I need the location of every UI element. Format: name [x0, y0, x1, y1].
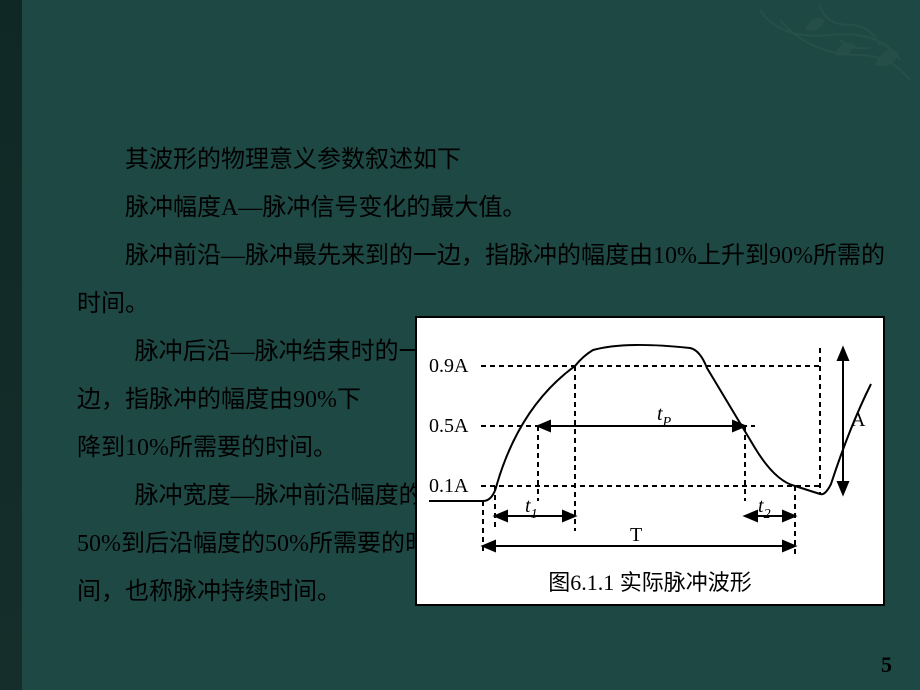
paragraph-rise: 脉冲前沿—脉冲最先来到的一边，指脉冲的幅度由10%上升到90%所需的时间。: [77, 232, 890, 328]
pulse-svg: 0.9A 0.5A 0.1A tP t1 t2 T A: [425, 326, 875, 561]
sidebar-stripe: [0, 0, 22, 690]
paragraph-intro: 其波形的物理意义参数叙述如下: [77, 136, 890, 184]
paragraph-amplitude: 脉冲幅度A—脉冲信号变化的最大值。: [77, 184, 890, 232]
label-t2: t2: [758, 495, 771, 522]
label-A: A: [851, 409, 866, 431]
label-t1: t1: [525, 495, 538, 522]
label-T: T: [630, 524, 642, 546]
slide: 其波形的物理意义参数叙述如下 脉冲幅度A—脉冲信号变化的最大值。 脉冲前沿—脉冲…: [0, 0, 920, 690]
page-number: 5: [881, 652, 892, 678]
ylabel-01a: 0.1A: [429, 475, 469, 497]
main-area: 其波形的物理意义参数叙述如下 脉冲幅度A—脉冲信号变化的最大值。 脉冲前沿—脉冲…: [22, 0, 920, 690]
corner-decoration: [580, 0, 920, 140]
figure-caption: 图6.1.1 实际脉冲波形: [425, 565, 875, 597]
ylabel-09a: 0.9A: [429, 355, 469, 377]
pulse-figure: 0.9A 0.5A 0.1A tP t1 t2 T A 图6.1.1 实际脉冲波…: [415, 316, 885, 606]
ylabel-05a: 0.5A: [429, 415, 469, 437]
